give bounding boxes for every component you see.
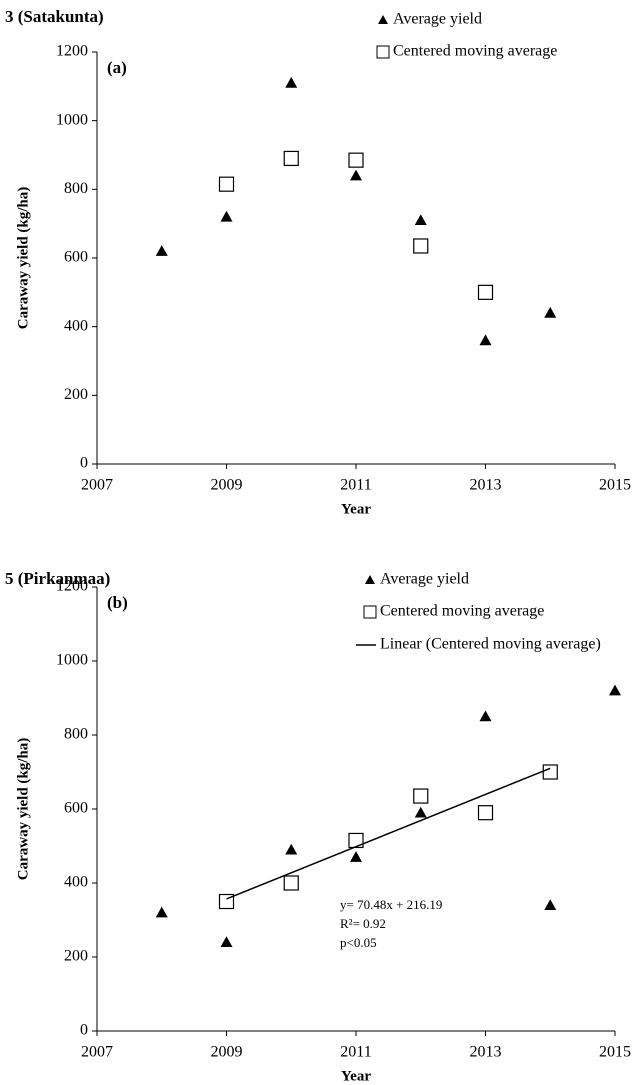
x-tick-label: 2009 bbox=[211, 1044, 243, 1061]
legend-marker bbox=[363, 605, 377, 619]
square-point bbox=[413, 788, 429, 804]
square-point bbox=[283, 875, 299, 891]
chart-title: 5 (Pirkanmaa) bbox=[5, 569, 110, 588]
square-point bbox=[218, 176, 235, 192]
legend-label: Average yield bbox=[393, 11, 482, 28]
triangle-point bbox=[350, 851, 362, 862]
square-point bbox=[413, 238, 429, 254]
triangle-point bbox=[544, 306, 557, 318]
square-point bbox=[477, 284, 494, 300]
annotation: y= 70.48x + 216.19 bbox=[340, 897, 442, 912]
y-tick-label: 1200 bbox=[56, 578, 88, 595]
triangle-point bbox=[155, 906, 168, 918]
panel-label: (a) bbox=[107, 58, 127, 77]
legend-marker bbox=[376, 45, 390, 59]
y-tick-label: 1000 bbox=[56, 111, 88, 128]
triangle-point bbox=[285, 76, 298, 88]
x-tick-label: 2013 bbox=[470, 1044, 502, 1061]
x-tick-label: 2007 bbox=[81, 477, 113, 494]
y-tick-label: 200 bbox=[64, 948, 88, 965]
x-axis-label: Year bbox=[341, 501, 371, 517]
y-tick-label: 1200 bbox=[56, 43, 88, 60]
square-point bbox=[542, 764, 558, 780]
square-point bbox=[283, 150, 299, 167]
y-axis-label: Caraway yield (kg/ha) bbox=[15, 738, 31, 881]
triangle-point bbox=[285, 843, 298, 855]
x-tick-label: 2007 bbox=[81, 1044, 113, 1061]
triangle-point bbox=[479, 334, 492, 346]
panel-label: (b) bbox=[107, 593, 128, 612]
x-tick-label: 2009 bbox=[211, 477, 243, 494]
square-point bbox=[348, 152, 364, 168]
y-tick-label: 800 bbox=[64, 180, 88, 197]
legend-label: Centered moving average bbox=[393, 43, 557, 60]
y-tick-label: 600 bbox=[64, 249, 88, 266]
triangle-point bbox=[220, 210, 233, 222]
y-tick-label: 400 bbox=[64, 317, 88, 334]
y-tick-label: 200 bbox=[64, 386, 88, 403]
x-tick-label: 2013 bbox=[470, 477, 502, 494]
legend-label: Centered moving average bbox=[380, 603, 544, 620]
y-tick-label: 0 bbox=[80, 1022, 88, 1039]
triangle-point bbox=[155, 245, 168, 256]
x-tick-label: 2011 bbox=[340, 477, 371, 494]
triangle-point bbox=[414, 806, 427, 818]
x-axis-label: Year bbox=[341, 1068, 371, 1084]
legend-marker bbox=[378, 15, 388, 24]
triangle-point bbox=[609, 684, 621, 696]
triangle-point bbox=[220, 936, 233, 947]
chart-title: 3 (Satakunta) bbox=[5, 7, 104, 26]
legend-marker bbox=[365, 575, 375, 584]
annotation: p<0.05 bbox=[340, 935, 377, 950]
y-tick-label: 1000 bbox=[56, 652, 88, 669]
y-tick-label: 0 bbox=[80, 455, 88, 472]
triangle-point bbox=[479, 710, 492, 722]
y-axis-label: Caraway yield (kg/ha) bbox=[15, 187, 31, 330]
legend-label: Linear (Centered moving average) bbox=[380, 636, 601, 653]
x-tick-label: 2015 bbox=[599, 477, 631, 494]
square-point bbox=[477, 805, 494, 821]
trend-line bbox=[226, 767, 551, 900]
x-tick-label: 2015 bbox=[599, 1044, 631, 1061]
y-tick-label: 600 bbox=[64, 800, 88, 817]
legend-label: Average yield bbox=[380, 571, 469, 588]
y-tick-label: 400 bbox=[64, 874, 88, 891]
x-tick-label: 2011 bbox=[340, 1044, 371, 1061]
annotation: R²= 0.92 bbox=[340, 916, 386, 931]
triangle-point bbox=[544, 899, 557, 910]
y-tick-label: 800 bbox=[64, 726, 88, 743]
triangle-point bbox=[414, 214, 427, 226]
triangle-point bbox=[350, 169, 362, 181]
